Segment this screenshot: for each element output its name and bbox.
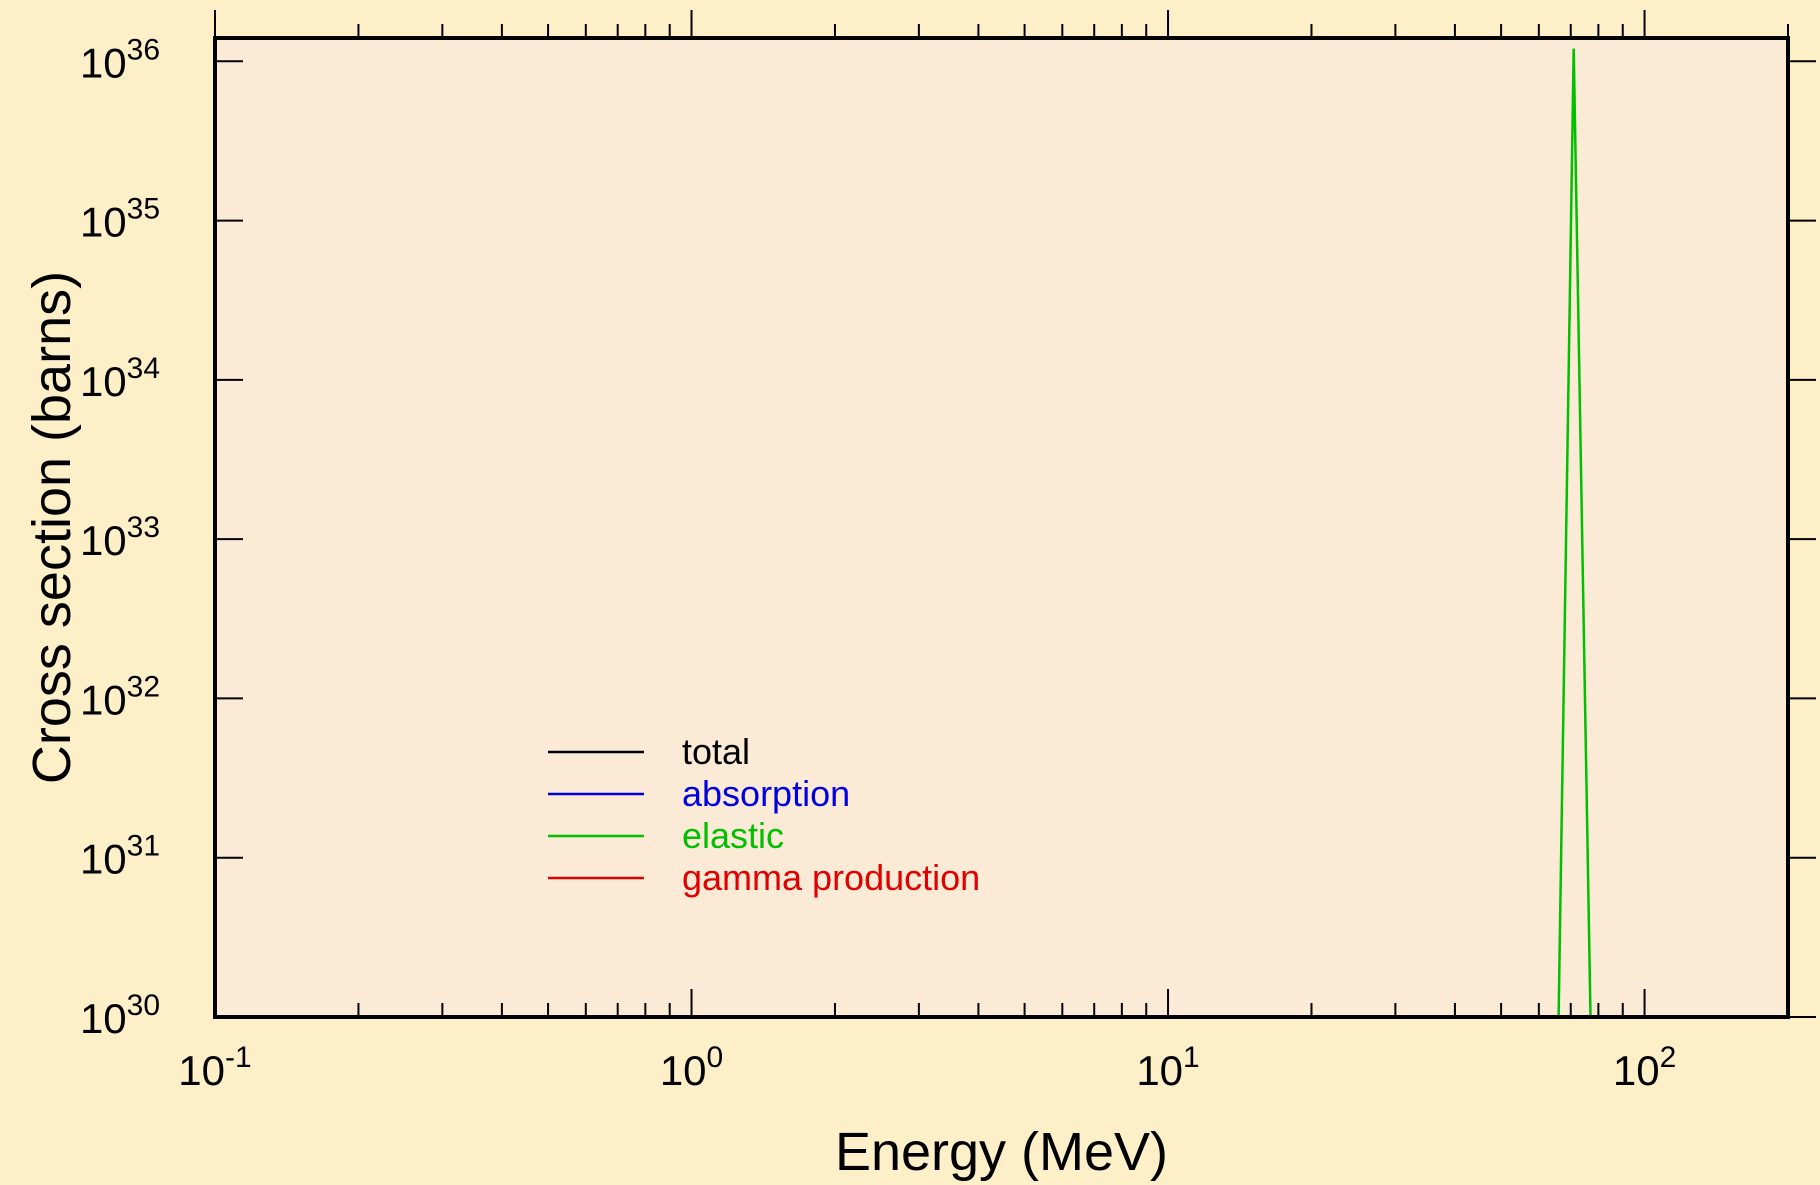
x-tick-label: 10-1 [178,1041,251,1094]
legend-label-absorption: absorption [682,773,850,814]
y-tick-label: 1030 [80,989,160,1042]
plot-frame [213,36,1790,1019]
y-axis-title: Cross section (barns) [22,271,82,784]
y-tick-label: 1031 [80,830,160,883]
legend-label-elastic: elastic [682,815,784,856]
legend-label-total: total [682,731,750,772]
y-tick-label: 1036 [80,33,160,86]
x-tick-label: 100 [660,1041,723,1094]
y-tick-label: 1035 [80,193,160,246]
x-axis-title: Energy (MeV) [835,1122,1168,1182]
x-tick-label: 101 [1136,1041,1199,1094]
y-tick-label: 1033 [80,511,160,564]
plot-area [215,38,1788,1017]
tick-labels: 10-1 100 101 102 1030 1031 1032 1033 1034 1035 103… [80,33,1676,1094]
y-tick-label: 1032 [80,670,160,723]
x-tick-label: 102 [1613,1041,1676,1094]
legend-label-gamma-production: gamma production [682,857,980,898]
y-tick-label: 1034 [80,352,160,405]
